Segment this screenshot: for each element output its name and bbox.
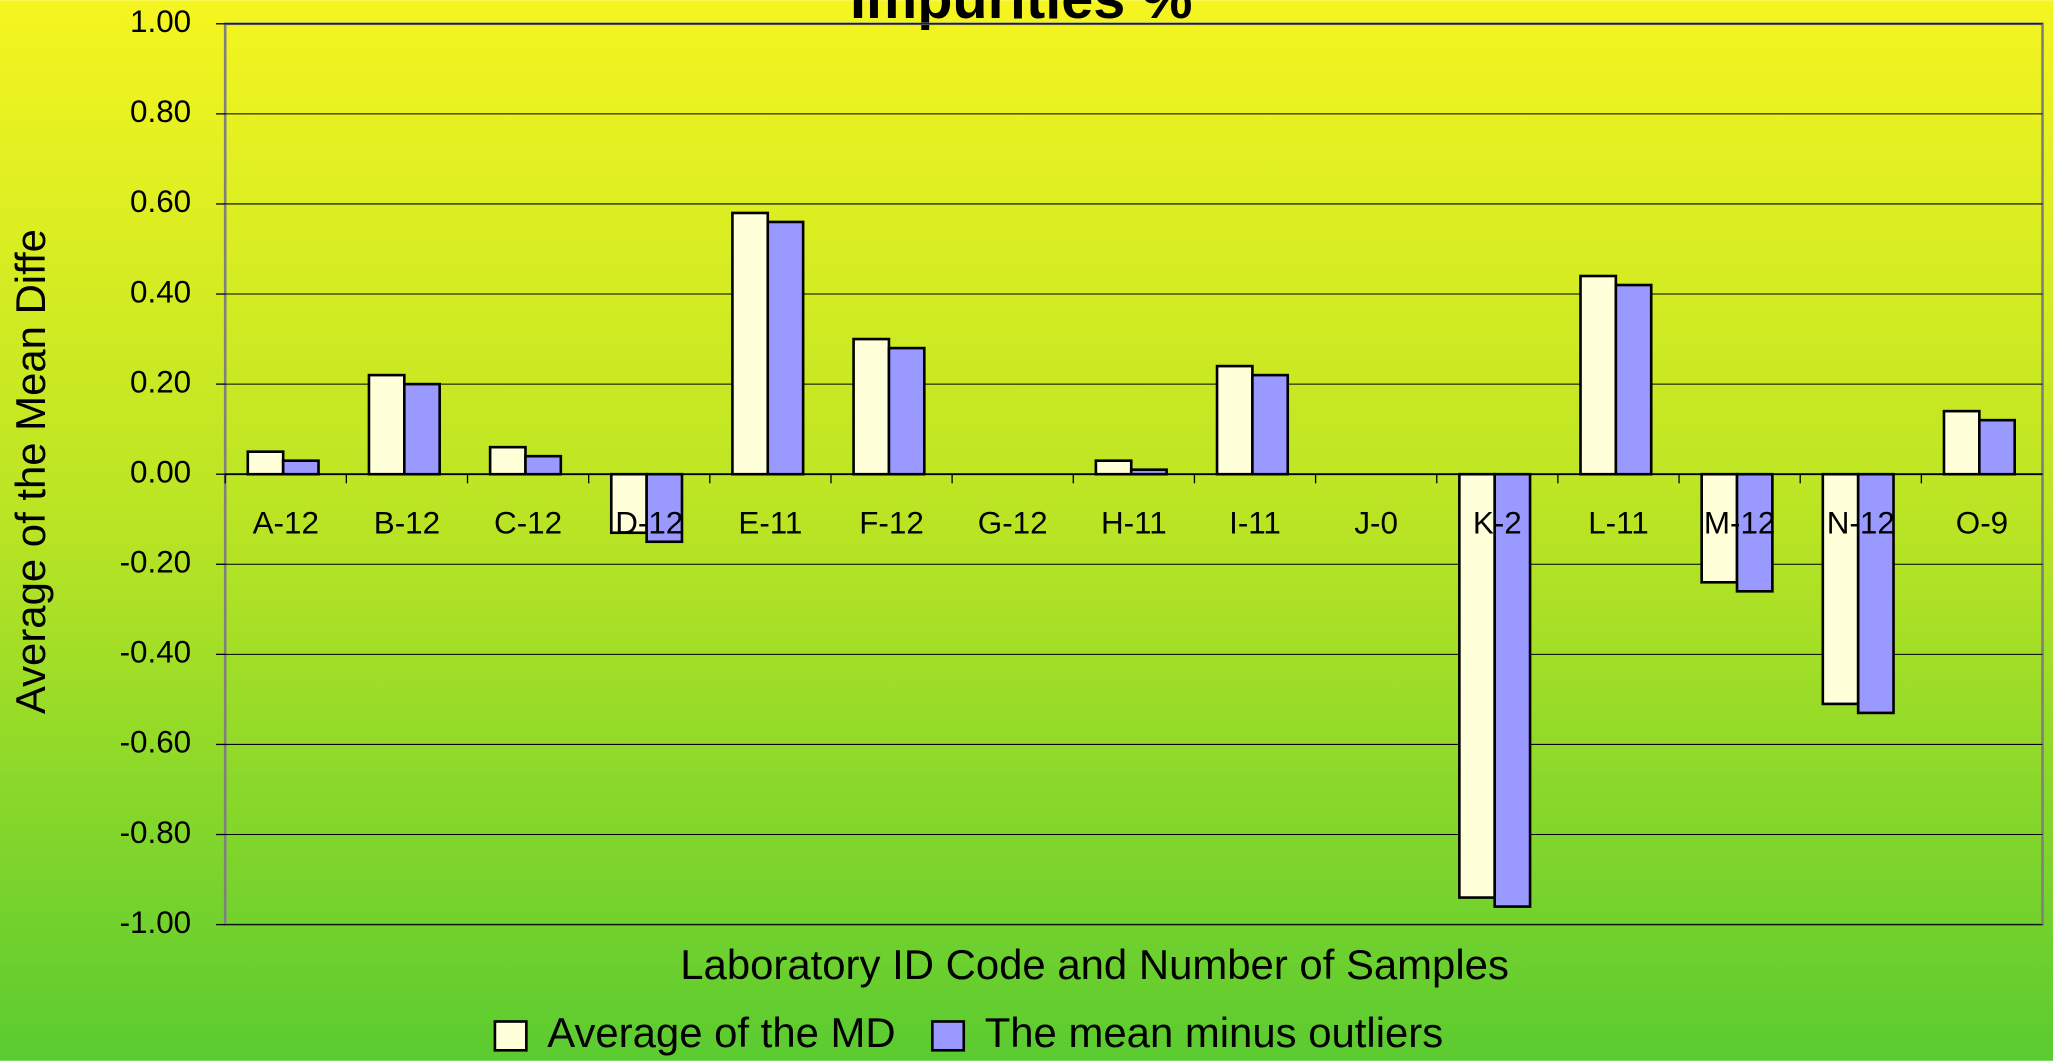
chart-title: Impurities % bbox=[850, 0, 1192, 31]
x-tick-label: B-12 bbox=[374, 506, 440, 541]
x-tick-label: C-12 bbox=[494, 506, 562, 541]
x-axis-label: Laboratory ID Code and Number of Samples bbox=[680, 941, 1509, 988]
bar bbox=[524, 454, 563, 476]
legend-label: The mean minus outliers bbox=[985, 1009, 1444, 1056]
bar bbox=[1579, 274, 1618, 476]
y-tick-label: 0.20 bbox=[130, 364, 191, 399]
bar bbox=[1856, 472, 1895, 715]
y-axis-label: Average of the Mean Diffe bbox=[7, 229, 54, 714]
x-tick-label: F-12 bbox=[859, 506, 924, 541]
y-tick-label: 0.40 bbox=[130, 274, 191, 309]
bar bbox=[281, 459, 320, 476]
bar bbox=[609, 472, 648, 535]
y-tick-label: -0.20 bbox=[120, 545, 192, 580]
x-tick-label: D-12 bbox=[615, 506, 683, 541]
bar bbox=[1094, 459, 1133, 476]
y-tick-label: 0.00 bbox=[130, 454, 191, 489]
bar bbox=[887, 346, 926, 476]
x-tick-label: L-11 bbox=[1588, 506, 1649, 541]
y-tick-label: -0.40 bbox=[120, 635, 192, 670]
legend-swatch bbox=[931, 1020, 966, 1052]
bar bbox=[766, 220, 805, 476]
bar bbox=[645, 472, 684, 544]
bar bbox=[1493, 472, 1532, 908]
x-tick-label: H-11 bbox=[1101, 506, 1167, 541]
legend-label: Average of the MD bbox=[547, 1009, 895, 1056]
x-tick-label: K-2 bbox=[1473, 506, 1522, 541]
bar bbox=[1821, 472, 1860, 706]
bar bbox=[367, 373, 406, 476]
y-tick-label: 0.60 bbox=[130, 184, 191, 219]
x-tick-label: M-12 bbox=[1704, 506, 1776, 541]
y-tick-label: -0.80 bbox=[120, 815, 192, 850]
x-tick-label: O-9 bbox=[1956, 506, 2008, 541]
legend-swatch bbox=[493, 1020, 528, 1052]
x-tick-label: J-0 bbox=[1354, 506, 1398, 541]
y-tick-label: -1.00 bbox=[120, 905, 192, 940]
bar bbox=[488, 445, 527, 476]
x-tick-label: N-12 bbox=[1827, 506, 1895, 541]
bar bbox=[731, 211, 770, 476]
bar bbox=[403, 382, 441, 476]
x-tick-label: A-12 bbox=[253, 506, 319, 541]
bar bbox=[1942, 409, 1981, 476]
bar bbox=[1251, 373, 1290, 476]
bar bbox=[1614, 283, 1653, 476]
bar bbox=[852, 337, 891, 476]
x-tick-label: G-12 bbox=[978, 506, 1048, 541]
bar bbox=[1215, 364, 1254, 476]
bar bbox=[1978, 418, 2016, 476]
y-tick-label: 1.00 bbox=[130, 4, 191, 39]
y-tick-label: 0.80 bbox=[130, 94, 191, 129]
x-tick-label: E-11 bbox=[738, 506, 802, 541]
y-tick-label: -0.60 bbox=[120, 725, 192, 760]
bar bbox=[246, 450, 285, 476]
x-tick-label: I-11 bbox=[1229, 506, 1281, 541]
